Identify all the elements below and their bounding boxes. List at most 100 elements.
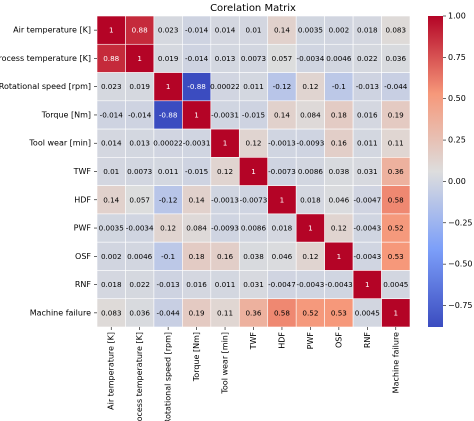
cell-label: -0.0093 [297,139,325,148]
heatmap-cell [267,43,297,73]
y-tick-label: Torque [Nm] [41,110,91,119]
cell-label: 0.52 [388,224,404,233]
cell-label: 0.083 [101,308,122,317]
cell-label: -0.0073 [240,195,268,204]
heatmap-cell [153,128,183,158]
cell-label: -0.0013 [211,195,239,204]
cell-label: 0.12 [245,139,261,148]
y-tick-label: RNF [75,280,92,289]
heatmap-cell [324,100,354,130]
heatmap-cell [381,270,411,300]
cell-label: 0.036 [129,308,150,317]
heatmap-cell [182,270,212,300]
heatmap-cell [210,270,240,300]
cell-label: 0.18 [331,110,347,119]
cell-label: 0.023 [101,82,122,91]
cell-label: 0.01 [103,167,119,176]
heatmap-cell [96,72,126,102]
heatmap-cell [324,157,354,186]
heatmap-cell [96,43,126,73]
heatmap-cell [381,128,411,158]
cell-label: -0.014 [100,110,124,119]
cell-label: 0.88 [132,26,148,35]
cell-label: 0.0046 [326,54,352,63]
heatmap-cell [267,241,297,271]
heatmap-cell [267,128,297,158]
heatmap-cell [210,298,240,328]
heatmap-cell [238,157,269,186]
heatmap-cell [352,298,382,328]
cell-label: 0.18 [189,252,205,261]
cell-label: 0.0046 [127,252,153,261]
heatmap-cell [210,72,240,102]
heatmap-cell [352,185,382,215]
heatmap-cell [238,298,269,328]
cell-label: 0.58 [388,195,404,204]
cell-label: 0.0035 [298,26,323,35]
cell-label: 0.0045 [355,308,380,317]
x-tick-label: RNF [363,332,372,349]
cell-label: -0.0043 [353,224,381,233]
cell-label: -0.0034 [297,54,325,63]
heatmap-cell [153,241,183,271]
cell-label: 1 [365,280,370,289]
y-tick-label: OSF [75,252,91,261]
heatmap-cell [125,298,155,328]
cell-label: 0.036 [385,54,406,63]
heatmap-cell [295,270,325,300]
cell-label: 1 [308,224,313,233]
heatmap-cell [352,15,382,45]
cell-label: 1 [223,139,228,148]
cell-label: -0.0093 [211,224,239,233]
cell-label: 0.12 [302,252,318,261]
heatmap-cell [238,213,269,243]
cell-label: 0.0045 [383,280,408,289]
cell-label: 0.023 [158,26,179,35]
y-tick-label: Machine failure [30,308,91,317]
heatmap-cell [381,157,411,186]
cell-label: 0.084 [300,110,321,119]
cell-label: 0.19 [388,110,404,119]
heatmap-cell [324,185,354,215]
heatmap-cell [295,15,325,45]
cell-label: 0.031 [357,167,378,176]
cell-label: 0.018 [101,280,122,289]
heatmap-cell [210,213,240,243]
cell-label: 0.36 [388,167,404,176]
heatmap-cell [381,100,411,130]
cell-label: 0.083 [385,26,406,35]
heatmap-cell [182,157,212,186]
cell-label: 0.019 [158,54,179,63]
heatmap-cell [210,128,240,158]
cell-label: 0.88 [103,54,119,63]
cell-label: 0.16 [331,139,347,148]
heatmap-cell [295,185,325,215]
colorbar-tick-label: 0.75 [448,53,466,62]
cell-label: 0.53 [331,308,347,317]
heatmap-cell [238,185,269,215]
heatmap-cell [238,270,269,300]
heatmap-cell [267,185,297,215]
cell-label: 0.14 [189,195,205,204]
colorbar [428,16,443,327]
cell-label: -0.1 [161,252,175,261]
heatmap-cell [381,213,411,243]
heatmap-cell [96,128,126,158]
cell-label: 0.013 [215,54,236,63]
heatmap-cell [352,128,382,158]
heatmap-cell [153,185,183,215]
cell-label: 0.58 [274,308,290,317]
cell-label: 0.00022 [153,139,183,148]
y-tick-label: Rotational speed [rpm] [0,82,91,91]
cell-label: -0.044 [384,82,408,91]
cell-label: 0.002 [329,26,350,35]
heatmap-cell [381,72,411,102]
y-tick-label: TWF [73,167,92,176]
cell-label: 0.084 [186,224,207,233]
cell-label: 0.018 [300,195,321,204]
chart-title: Corelation Matrix [210,3,296,14]
cell-label: 0.014 [101,139,122,148]
heatmap-cell [324,128,354,158]
y-tick-label: Air temperature [K] [13,26,91,35]
